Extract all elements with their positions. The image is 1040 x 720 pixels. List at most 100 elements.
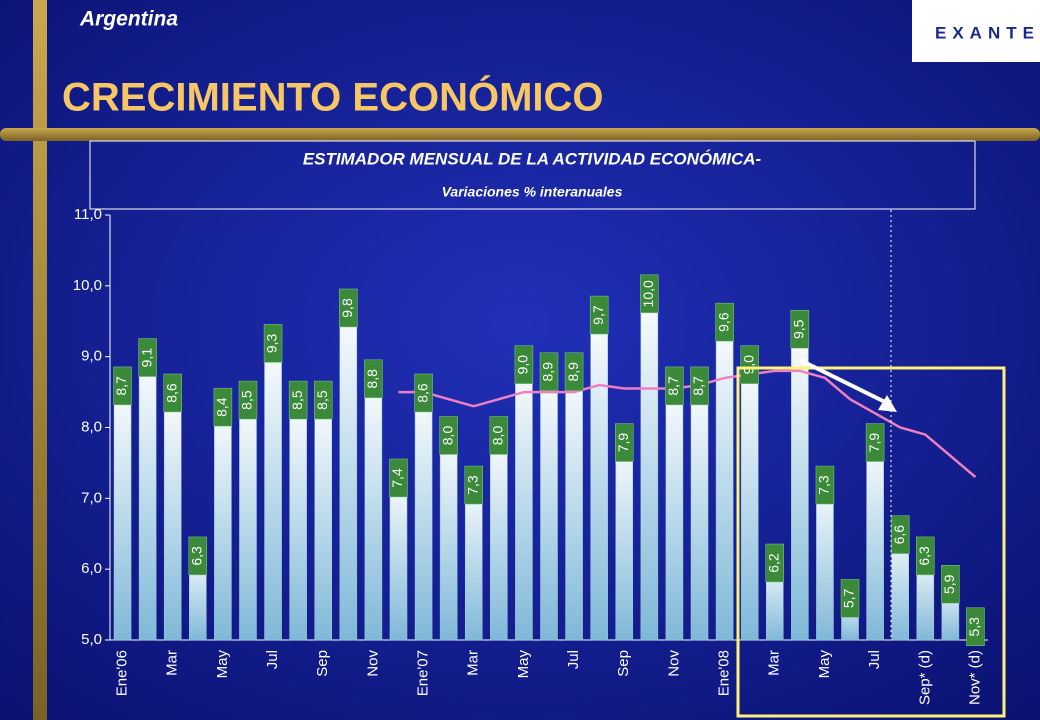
value-label: 7,4 xyxy=(389,468,405,488)
country: Argentina xyxy=(79,8,178,31)
x-tick-label: Jul xyxy=(866,650,883,669)
chart-title-box xyxy=(89,140,976,210)
value-label-box xyxy=(715,302,734,342)
value-label: 8,5 xyxy=(314,390,330,410)
y-tick-label: 7,0 xyxy=(81,489,102,506)
trend-arrow-head xyxy=(878,395,897,412)
y-tick-label: 5,0 xyxy=(81,631,102,648)
x-tick-label: Sep* (d) xyxy=(916,650,933,705)
x-tick-label: Nov xyxy=(364,650,381,677)
value-label-box xyxy=(941,565,960,604)
value-label-box xyxy=(339,288,358,328)
value-label: 9,5 xyxy=(791,319,807,339)
x-tick-label: Ene'08 xyxy=(716,650,733,696)
x-tick-label: May xyxy=(515,650,532,679)
value-label: 9,6 xyxy=(715,312,731,332)
value-label: 6,6 xyxy=(891,525,907,545)
value-label-box xyxy=(916,536,935,576)
value-label: 7,9 xyxy=(615,433,631,453)
x-tick-label: Jul xyxy=(565,650,582,669)
value-label: 8,8 xyxy=(364,369,380,389)
bar xyxy=(439,427,458,641)
value-label: 8,6 xyxy=(414,383,430,403)
value-label-box xyxy=(389,458,408,498)
x-tick-label: Ene'07 xyxy=(415,650,432,696)
gold-bar-vertical xyxy=(33,0,47,720)
logo: EXANTE xyxy=(935,23,1040,42)
bar xyxy=(715,313,734,641)
value-label-box xyxy=(364,359,383,399)
value-label-box xyxy=(765,543,785,583)
bar xyxy=(740,356,759,641)
bar xyxy=(339,299,358,641)
highlight-box xyxy=(736,366,1006,718)
value-label: 9,0 xyxy=(740,355,756,375)
value-label: 5,7 xyxy=(841,588,857,608)
bar xyxy=(414,384,433,641)
bar xyxy=(665,377,684,641)
bar xyxy=(515,356,533,641)
x-tick-label: Ene'06 xyxy=(114,650,131,696)
chart-subtitle: Variaciones % interanuales xyxy=(442,184,623,200)
value-label-box xyxy=(890,515,910,554)
value-label: 8,4 xyxy=(214,397,230,417)
x-tick-label: Mar xyxy=(766,650,783,676)
value-label-box xyxy=(840,579,860,618)
value-label: 8,0 xyxy=(490,426,506,446)
bar xyxy=(866,434,884,641)
x-tick-label: Mar xyxy=(164,650,181,676)
value-label-box xyxy=(464,465,483,505)
bar xyxy=(264,335,282,641)
y-tick-label: 10,0 xyxy=(73,277,102,294)
value-label-box xyxy=(414,373,433,413)
bar xyxy=(289,391,307,641)
value-label-box xyxy=(489,416,509,455)
value-label: 8,5 xyxy=(239,390,255,410)
value-label: 8,7 xyxy=(665,376,681,396)
value-label: 8,6 xyxy=(163,383,179,403)
value-label: 9,1 xyxy=(138,348,154,368)
bar xyxy=(364,370,383,641)
value-label: 9,0 xyxy=(515,355,531,375)
bar xyxy=(239,391,257,641)
chart-title: ESTIMADOR MENSUAL DE LA ACTIVIDAD ECONÓM… xyxy=(303,149,762,168)
y-tick-label: 8,0 xyxy=(81,418,102,435)
value-label: 6,2 xyxy=(765,553,781,573)
value-label: 8,7 xyxy=(113,376,129,396)
plot: 5,0 6,0 7,0 8,0 9,0 10,0 11,0 Ene'06 Mar May Jul Se… xyxy=(73,206,988,705)
value-label: 8,5 xyxy=(289,390,305,410)
bar xyxy=(590,306,608,641)
value-label: 6,3 xyxy=(189,546,205,566)
value-label-box xyxy=(966,607,985,646)
value-label-box xyxy=(138,338,157,377)
bar xyxy=(138,349,157,641)
x-tick-label: May xyxy=(214,650,231,679)
slide-title: CRECIMIENTO ECONÓMICO xyxy=(62,74,604,120)
value-label-box xyxy=(539,352,559,391)
value-label: 8,7 xyxy=(690,376,706,396)
value-label-box xyxy=(213,387,233,427)
value-label-box xyxy=(188,536,208,576)
value-label-box xyxy=(564,352,584,391)
value-label-box xyxy=(740,345,759,384)
value-label: 7,3 xyxy=(816,475,832,495)
value-label-box xyxy=(815,465,835,505)
value-label-box xyxy=(589,295,609,335)
bar xyxy=(615,434,634,641)
x-tick-label: Mar xyxy=(465,650,482,676)
y-tick-label: 9,0 xyxy=(81,348,102,365)
bar xyxy=(214,398,232,641)
value-label-box xyxy=(690,366,709,406)
bar xyxy=(565,363,583,641)
value-label-box xyxy=(238,380,258,420)
trend-arrow xyxy=(799,358,886,404)
value-label-box xyxy=(640,274,659,314)
value-label-box xyxy=(865,423,885,462)
value-label-box xyxy=(665,366,684,406)
x-tick-label: Jul xyxy=(264,650,281,669)
value-label: 9,7 xyxy=(590,305,606,325)
value-label: 7,3 xyxy=(464,475,480,495)
y-tick-label: 11,0 xyxy=(74,206,102,223)
value-label-box xyxy=(263,324,283,363)
x-tick-label: Sep xyxy=(615,650,632,677)
